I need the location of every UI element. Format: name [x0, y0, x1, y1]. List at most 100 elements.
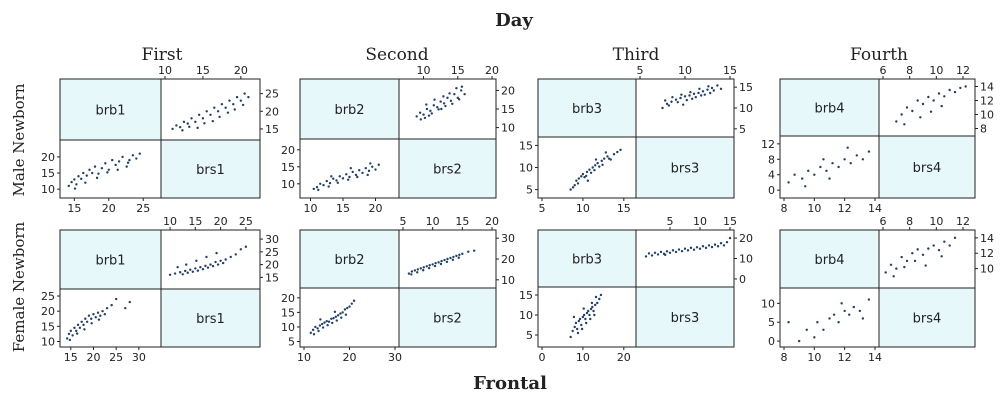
tick-label-right: 20 — [265, 259, 279, 272]
scatter-point-upper — [427, 266, 431, 270]
scatter-point-lower — [73, 178, 76, 181]
scatter-point-upper — [407, 272, 411, 275]
tick-label-left: 15 — [519, 139, 533, 152]
scatter-point-lower — [325, 179, 328, 183]
scatter-point-lower — [126, 161, 130, 164]
scatter-point-lower — [346, 306, 349, 310]
tick-label-bottom: 20 — [617, 351, 631, 364]
tick-label-right: 0 — [739, 273, 746, 286]
tick-label-top: 5 — [667, 215, 674, 228]
scatter-point-upper — [446, 96, 449, 100]
diag-cell-top — [60, 79, 161, 140]
scatter-point-lower — [97, 172, 100, 175]
scatter-point-lower — [319, 318, 322, 321]
cell-label-brb4: brb4 — [814, 102, 844, 117]
scatter-point-upper — [679, 96, 682, 100]
scatter-point-upper — [431, 263, 434, 266]
scatter-point-upper — [701, 245, 705, 248]
scatter-point-lower — [332, 317, 335, 320]
scatter-point-upper — [689, 246, 693, 250]
scatter-point-upper — [429, 109, 432, 113]
panel-male-third: brb3 brs3 5 10 15 5 10 15 5 10 15 5 10 15 — [519, 64, 753, 215]
scatter-point-lower — [577, 319, 581, 323]
scatter-point-lower — [76, 323, 80, 327]
scatter-point-lower — [582, 307, 585, 310]
tick-label-bottom: 14 — [868, 351, 882, 364]
cell-label-brs2: brs2 — [433, 163, 462, 178]
scatter-point-lower — [131, 154, 135, 157]
scatter-point-lower — [583, 176, 586, 179]
scatter-point-upper — [224, 106, 227, 109]
scatter-point-upper — [196, 269, 200, 272]
panel-female-third: brb3 brs3 0 10 20 5 10 15 5 10 15 0 10 20 — [519, 215, 753, 364]
scatter-point-upper — [707, 85, 710, 88]
scatter-point-upper — [664, 99, 667, 102]
scatter-point-lower — [801, 177, 804, 180]
scatter-point-lower — [599, 293, 603, 297]
scatter-point-upper — [924, 264, 927, 267]
figure-title: Day — [495, 10, 533, 31]
scatter-point-lower — [825, 169, 828, 173]
scatter-point-lower — [90, 322, 93, 325]
scatter-point-lower — [580, 323, 583, 327]
scatter-point-upper — [220, 103, 224, 106]
scatter-point-lower — [348, 305, 351, 308]
scatter-point-lower — [793, 173, 796, 176]
scatter-point-upper — [442, 95, 445, 98]
cell-label-brs4: brs4 — [913, 312, 942, 327]
scatter-point-upper — [206, 266, 210, 269]
scatter-point-upper — [453, 92, 456, 96]
scatter-point-upper — [911, 109, 914, 113]
tick-label-right: 10 — [739, 102, 753, 115]
scatter-point-upper — [647, 252, 651, 255]
tick-label-left: 10 — [519, 309, 533, 322]
scatter-point-upper — [229, 255, 232, 259]
cell-label-brs1: brs1 — [196, 312, 225, 327]
scatter-point-lower — [77, 175, 80, 178]
scatter-point-lower — [128, 158, 131, 162]
scatter-point-lower — [588, 168, 591, 171]
tick-label-left: 10 — [519, 162, 533, 175]
scatter-point-lower — [107, 168, 110, 172]
scatter-point-upper — [211, 119, 214, 123]
scatter-point-lower — [318, 324, 322, 327]
tick-label-bottom: 20 — [102, 202, 116, 215]
scatter-point-lower — [93, 165, 97, 168]
scatter-point-lower — [369, 162, 372, 165]
scatter-point-lower — [831, 161, 834, 165]
scatter-point-upper — [698, 87, 701, 91]
scatter-point-lower — [315, 186, 319, 189]
scatter-point-lower — [345, 173, 348, 176]
tick-label-bottom: 10 — [807, 351, 821, 364]
scatter-point-upper — [425, 103, 428, 106]
scatter-point-lower — [848, 313, 851, 316]
scatter-point-lower — [787, 181, 790, 184]
scatter-point-upper — [421, 269, 425, 272]
tick-label-left: 15 — [519, 289, 533, 302]
cell-label-brb4: brb4 — [814, 253, 844, 268]
scatter-point-upper — [418, 111, 422, 114]
scatter-point-upper — [680, 93, 683, 96]
scatter-point-upper — [175, 124, 178, 127]
scatter-point-upper — [437, 108, 440, 111]
scatter-point-upper — [452, 255, 455, 259]
scatter-point-lower — [582, 313, 586, 317]
scatter-point-upper — [921, 102, 925, 106]
scatter-point-upper — [661, 106, 664, 110]
scatter-point-lower — [604, 151, 608, 154]
scatter-point-upper — [416, 271, 419, 274]
scatter-point-lower — [593, 303, 597, 307]
scatter-point-lower — [83, 328, 86, 331]
tick-label-bottom: 30 — [132, 351, 146, 364]
scatter-point-lower — [797, 339, 801, 343]
scatter-point-lower — [804, 185, 807, 188]
scatter-point-lower — [578, 317, 582, 321]
scatter-point-lower — [855, 154, 858, 157]
tick-label-top: 12 — [956, 64, 970, 77]
scatter-point-lower — [589, 171, 593, 174]
tick-label-left: 0 — [768, 184, 775, 197]
scatter-point-upper — [703, 93, 706, 96]
scatter-point-lower — [92, 313, 95, 316]
scatter-point-upper — [419, 267, 422, 270]
scatter-point-lower — [571, 329, 574, 333]
